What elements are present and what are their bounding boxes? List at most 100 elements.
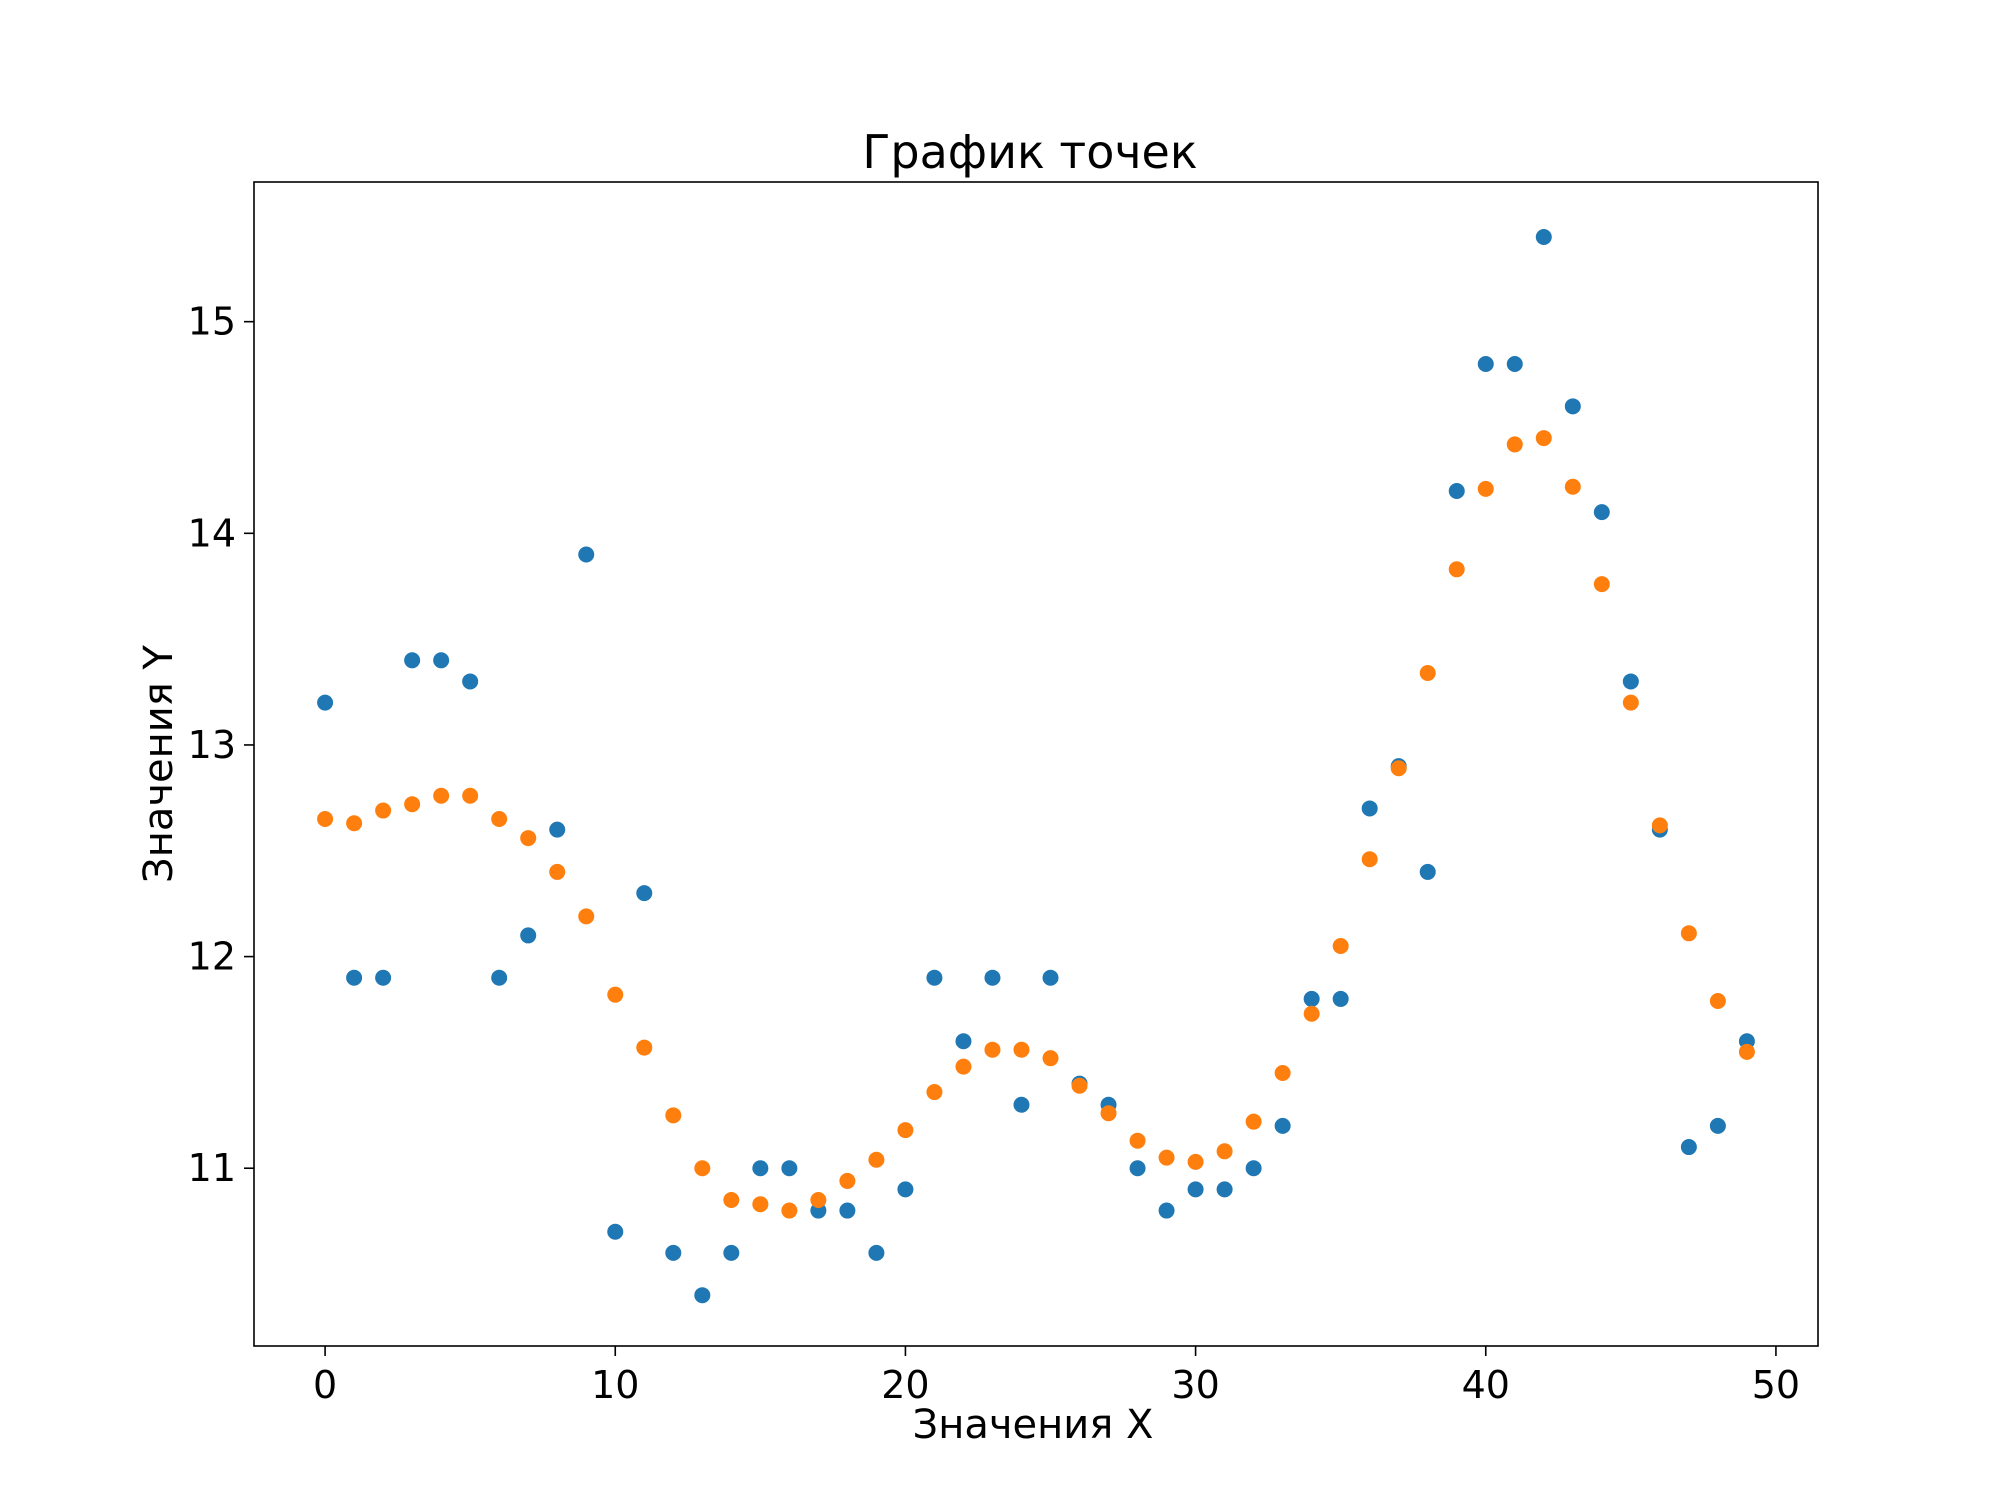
data-point-s2-20 [897,1122,914,1139]
data-point-s2-34 [1303,1005,1320,1022]
y-tick-label-15: 15 [188,300,236,344]
data-point-s2-28 [1129,1132,1146,1149]
data-point-s2-1 [346,815,363,832]
data-point-s1-11 [636,885,653,902]
data-point-s1-18 [839,1202,856,1219]
x-tick-label-20: 20 [881,1363,929,1407]
data-point-s1-14 [723,1244,740,1261]
x-axis-label: Значения X [913,1402,1154,1448]
data-point-s1-8 [549,821,566,838]
data-point-s2-19 [868,1151,885,1168]
data-point-s2-39 [1448,561,1465,578]
chart-title: График точек [862,125,1197,179]
data-point-s2-24 [1013,1041,1030,1058]
data-point-s1-25 [1042,969,1059,986]
data-point-s1-28 [1129,1160,1146,1177]
data-point-s2-30 [1187,1153,1204,1170]
data-point-s2-47 [1680,925,1697,942]
y-axis-label: Значения Y [136,644,182,882]
data-point-s1-38 [1419,863,1436,880]
data-point-s1-34 [1303,990,1320,1007]
data-point-s1-48 [1709,1117,1726,1134]
data-point-s2-35 [1332,938,1349,955]
data-point-s2-4 [433,787,450,804]
data-point-s2-6 [491,811,508,828]
data-point-s2-33 [1274,1064,1291,1081]
x-axis: 0 10 20 30 40 50 [313,1346,1800,1407]
data-point-s1-6 [491,969,508,986]
data-point-s1-19 [868,1244,885,1261]
points-layer [317,229,1755,1304]
data-point-s1-40 [1477,356,1494,373]
data-point-s2-0 [317,811,334,828]
data-point-s2-43 [1564,478,1581,495]
data-point-s2-8 [549,863,566,880]
data-point-s1-43 [1564,398,1581,415]
data-point-s1-29 [1158,1202,1175,1219]
data-point-s2-27 [1100,1105,1117,1122]
data-point-s1-5 [462,673,479,690]
x-tick-label-0: 0 [313,1363,337,1407]
data-point-s2-37 [1390,760,1407,777]
data-point-s2-15 [752,1196,769,1213]
data-point-s2-29 [1158,1149,1175,1166]
data-point-s1-35 [1332,990,1349,1007]
data-point-s2-2 [375,802,392,819]
data-point-s1-9 [578,546,595,563]
data-point-s2-14 [723,1191,740,1208]
data-point-s1-0 [317,694,334,711]
data-point-s2-12 [665,1107,682,1124]
data-point-s2-16 [781,1202,798,1219]
data-point-s1-41 [1506,356,1523,373]
data-point-s1-15 [752,1160,769,1177]
data-point-s2-7 [520,830,537,847]
data-point-s2-23 [984,1041,1001,1058]
data-point-s2-48 [1709,993,1726,1010]
data-point-s2-18 [839,1172,856,1189]
y-tick-label-14: 14 [188,511,236,555]
x-tick-label-50: 50 [1752,1363,1800,1407]
data-point-s2-21 [926,1084,943,1101]
x-tick-label-40: 40 [1462,1363,1510,1407]
data-point-s1-31 [1216,1181,1233,1198]
data-point-s2-31 [1216,1143,1233,1160]
data-point-s2-11 [636,1039,653,1056]
data-point-s1-44 [1593,504,1610,521]
data-point-s1-10 [607,1223,624,1240]
data-point-s1-23 [984,969,1001,986]
data-point-s1-32 [1245,1160,1262,1177]
data-point-s2-38 [1419,665,1436,681]
y-tick-label-11: 11 [188,1146,236,1190]
data-point-s1-36 [1361,800,1378,817]
data-point-s2-22 [955,1058,972,1075]
data-point-s2-17 [810,1191,827,1208]
data-point-s1-3 [404,652,421,669]
data-point-s1-13 [694,1287,711,1304]
data-point-s2-25 [1042,1050,1059,1067]
data-point-s1-47 [1680,1139,1697,1156]
data-point-s1-39 [1448,482,1465,499]
data-point-s2-32 [1245,1113,1262,1130]
data-point-s2-41 [1506,436,1523,453]
data-point-s2-44 [1593,576,1610,593]
data-point-s2-3 [404,796,421,813]
data-point-s1-24 [1013,1096,1030,1113]
data-point-s2-26 [1071,1077,1088,1094]
plot-frame [253,181,1819,1347]
data-point-s1-12 [665,1244,682,1261]
data-point-s1-4 [433,652,450,669]
y-axis: 11 12 13 14 15 [188,300,254,1190]
data-point-s2-10 [607,986,624,1003]
data-point-s2-13 [694,1160,711,1177]
data-point-s2-45 [1622,694,1639,711]
data-point-s1-1 [346,969,363,986]
data-point-s1-30 [1187,1181,1204,1198]
data-point-s1-2 [375,969,392,986]
data-point-s2-36 [1361,851,1378,868]
data-point-s1-21 [926,969,943,986]
data-point-s1-7 [520,927,537,944]
data-point-s2-9 [578,908,595,925]
data-point-s2-46 [1651,817,1668,834]
data-point-s1-20 [897,1181,914,1198]
